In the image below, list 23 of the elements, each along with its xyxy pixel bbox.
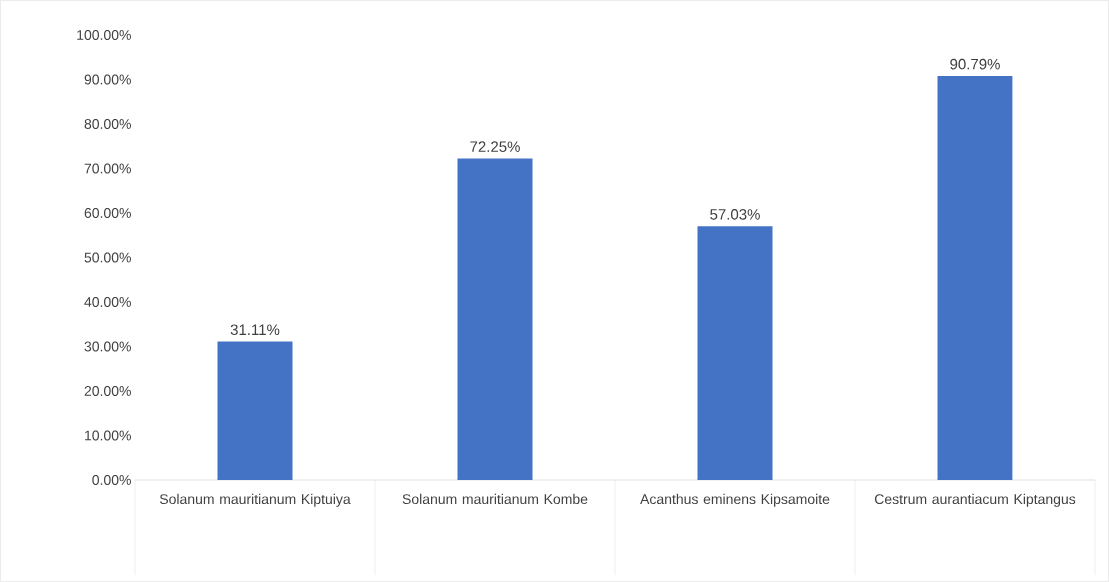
data-label: 57.03%	[710, 209, 760, 220]
y-tick-label: 10.00%	[85, 430, 131, 441]
y-tick-label: 20.00%	[84, 386, 131, 396]
bar	[457, 158, 533, 480]
data-label: 31.11%	[230, 324, 280, 336]
bar	[937, 75, 1013, 480]
data-label: 72.25%	[470, 141, 520, 152]
bar	[697, 226, 773, 480]
y-tick-label: 80.00%	[84, 119, 131, 129]
y-tick-label: 70.00%	[84, 163, 131, 174]
y-tick-label: 60.00%	[84, 208, 131, 218]
y-tick-label: 40.00%	[84, 297, 131, 307]
y-tick-label: 0.00%	[92, 475, 131, 485]
y-tick-label: 50.00%	[84, 252, 131, 263]
y-tick-label: 100.00%	[77, 30, 131, 40]
y-tick-label: 90.00%	[84, 74, 131, 85]
x-tick-label: Solanum mauritianum Kiptuiya	[159, 493, 351, 507]
x-tick-label: Cestrum aurantiacum Kiptangus	[874, 493, 1076, 507]
x-tick-label: Acanthus eminens Kipsamoite	[640, 493, 830, 507]
y-tick-label: 30.00%	[84, 341, 131, 352]
data-label: 90.79%	[950, 58, 1000, 70]
bar	[217, 341, 293, 480]
x-tick-label: Solanum mauritianum Kombe	[402, 493, 588, 505]
